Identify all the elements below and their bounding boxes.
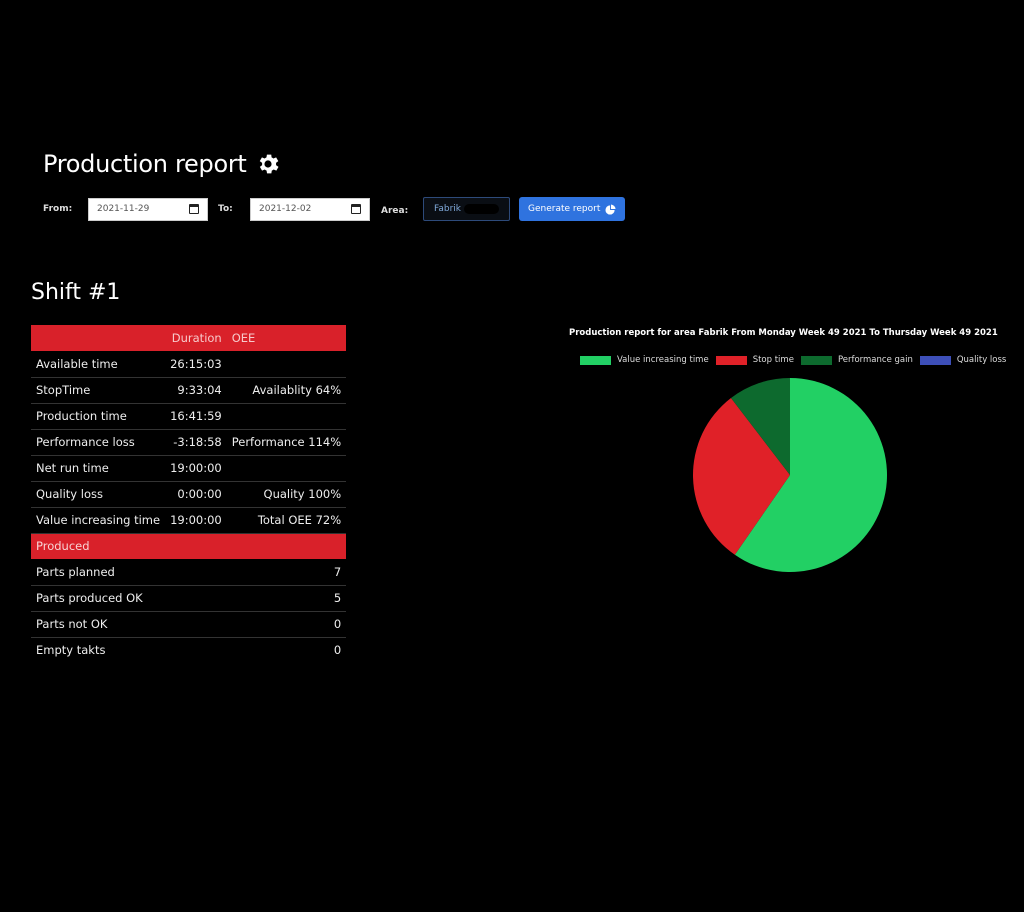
area-select[interactable]: Fabrik <box>423 197 510 221</box>
filter-bar: From: 2021-11-29 To: 2021-12-02 Area: Fa… <box>43 197 626 221</box>
table-row: Empty takts 0 <box>31 637 346 663</box>
legend-swatch <box>580 355 611 365</box>
pie-slice-value-increasing-time[interactable] <box>734 378 887 572</box>
area-value: Fabrik <box>434 204 461 214</box>
chart-title: Production report for area Fabrik From M… <box>569 328 998 338</box>
redacted-text <box>464 204 499 214</box>
table-row: StopTime 9:33:04 Availablity 64% <box>31 377 347 404</box>
table-row: Parts produced OK 5 <box>31 585 347 612</box>
from-label: From: <box>43 204 73 214</box>
generate-report-button[interactable]: Generate report <box>519 197 626 221</box>
row-duration: 16:41:59 <box>165 403 227 430</box>
pie-chart-icon <box>605 203 616 215</box>
row-value: 5 <box>226 585 347 612</box>
legend-item[interactable]: Quality loss <box>919 355 1007 365</box>
legend-label: Quality loss <box>956 355 1007 365</box>
row-label: Parts planned <box>31 559 227 586</box>
row-duration: 26:15:03 <box>165 351 227 378</box>
row-value: 7 <box>226 559 347 586</box>
row-label: Parts produced OK <box>31 585 227 612</box>
area-label: Area: <box>381 205 409 216</box>
header-label <box>31 325 166 351</box>
shift-title: Shift #1 <box>31 280 121 305</box>
pie-chart[interactable] <box>692 376 892 576</box>
produced-header: Produced <box>31 533 347 559</box>
legend-label: Value increasing time <box>617 355 709 365</box>
page-header: Production report <box>43 150 281 178</box>
calendar-icon[interactable] <box>351 204 361 214</box>
table-row: Parts not OK 0 <box>31 611 347 638</box>
header-duration: Duration <box>165 325 227 351</box>
table-row: Value increasing time 19:00:00 Total OEE… <box>31 507 347 534</box>
row-oee: Total OEE 72% <box>226 507 347 534</box>
to-date-value: 2021-12-02 <box>259 204 312 214</box>
table-row: Performance loss -3:18:58 Performance 11… <box>31 429 347 456</box>
row-oee: Quality 100% <box>226 481 347 508</box>
produced-header-row: Produced <box>31 533 347 559</box>
row-duration: 0:00:00 <box>165 481 227 508</box>
header-oee: OEE <box>226 325 347 351</box>
legend-label: Stop time <box>752 355 794 365</box>
pie-slice-stop-time[interactable] <box>693 398 790 555</box>
legend-swatch <box>919 355 951 365</box>
row-oee <box>226 351 347 378</box>
table-header-row: Duration OEE <box>31 325 347 351</box>
row-oee <box>226 455 347 482</box>
chart-container: Production report for area Fabrik From M… <box>560 328 1024 572</box>
row-label: Available time <box>31 351 166 378</box>
row-oee <box>226 403 347 430</box>
pie-slice-performance-gain[interactable] <box>731 378 790 475</box>
generate-report-label: Generate report <box>528 204 601 214</box>
chart-legend: Value increasing time Stop time Performa… <box>580 355 1024 365</box>
to-label: To: <box>218 204 233 214</box>
from-date-value: 2021-11-29 <box>97 204 150 214</box>
row-duration: -3:18:58 <box>165 429 227 456</box>
legend-item[interactable]: Value increasing time <box>580 355 709 365</box>
production-table: Duration OEE Available time 26:15:03 Sto… <box>31 325 347 663</box>
table-row: Net run time 19:00:00 <box>31 455 347 482</box>
row-label: Net run time <box>31 455 166 482</box>
row-duration: 19:00:00 <box>165 507 227 534</box>
row-oee: Availablity 64% <box>226 377 347 404</box>
legend-swatch <box>715 355 747 365</box>
row-oee: Performance 114% <box>226 429 347 456</box>
row-label: Parts not OK <box>31 611 227 638</box>
table-row: Parts planned 7 <box>31 559 347 586</box>
legend-item[interactable]: Performance gain <box>800 355 913 365</box>
page-title: Production report <box>43 150 247 178</box>
from-date-input[interactable]: 2021-11-29 <box>88 197 208 221</box>
row-label: StopTime <box>31 377 166 404</box>
gear-icon[interactable] <box>255 151 281 177</box>
row-label: Quality loss <box>31 481 166 508</box>
legend-label: Performance gain <box>837 355 913 365</box>
row-label: Production time <box>31 403 166 430</box>
table-row: Production time 16:41:59 <box>31 403 347 430</box>
calendar-icon[interactable] <box>189 204 199 214</box>
table-row: Available time 26:15:03 <box>31 351 347 378</box>
legend-item[interactable]: Stop time <box>715 355 794 365</box>
row-duration: 9:33:04 <box>165 377 227 404</box>
row-label: Empty takts <box>36 643 106 658</box>
to-date-input[interactable]: 2021-12-02 <box>250 197 370 221</box>
row-label: Value increasing time <box>31 507 166 534</box>
row-value: 0 <box>226 611 347 638</box>
legend-swatch <box>800 355 832 365</box>
row-duration: 19:00:00 <box>165 455 227 482</box>
row-label: Performance loss <box>31 429 166 456</box>
row-value: 0 <box>333 643 342 658</box>
table-row: Quality loss 0:00:00 Quality 100% <box>31 481 347 508</box>
